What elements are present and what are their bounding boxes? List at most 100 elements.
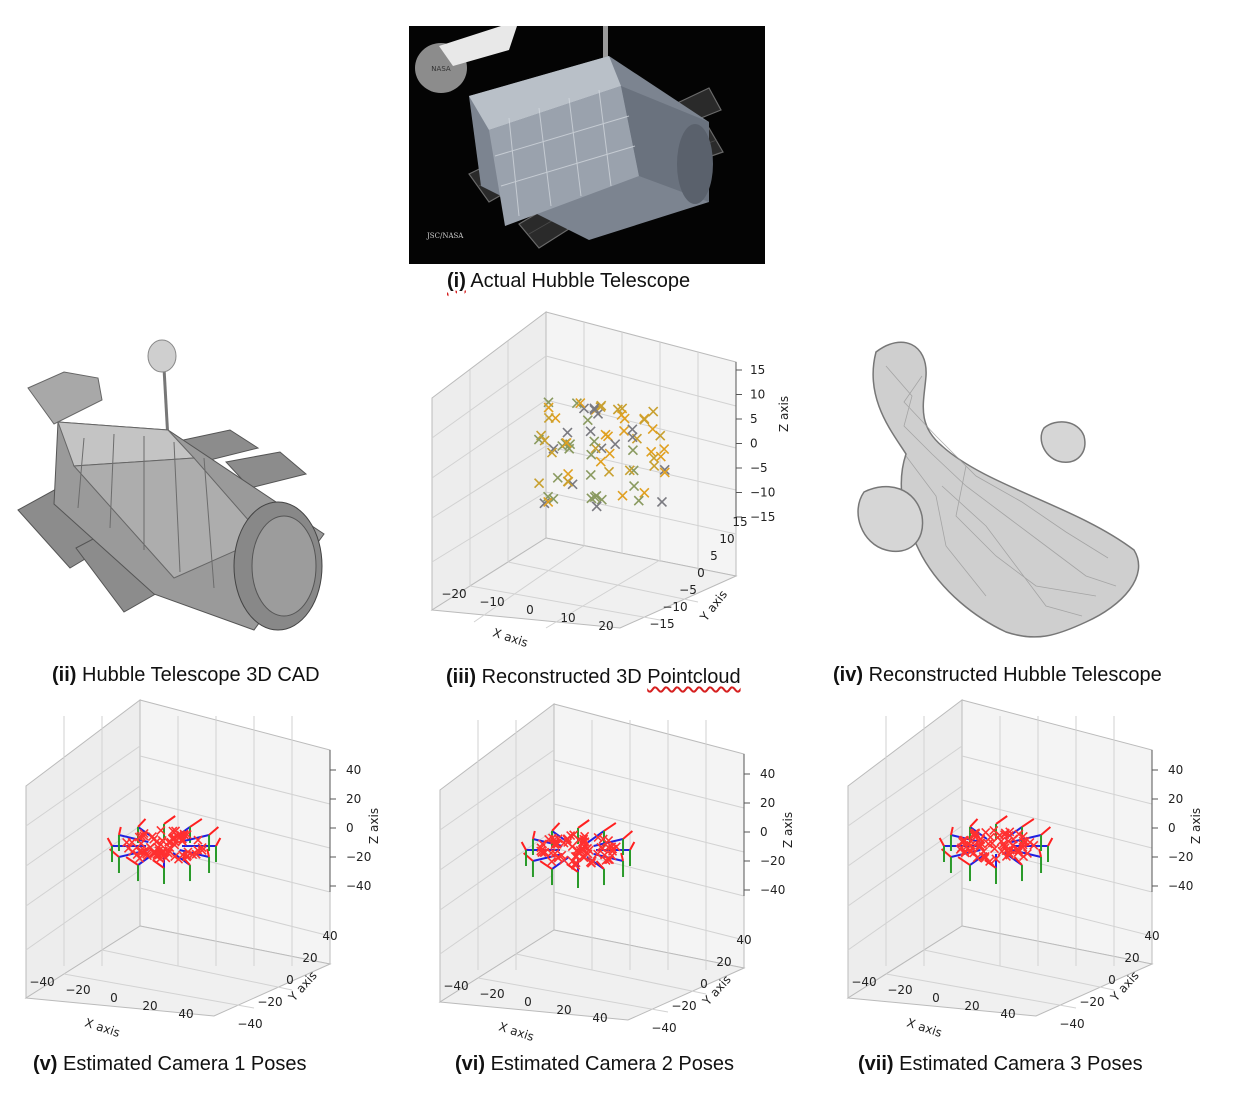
pc-ztick-label: 10 [750,388,765,402]
caption-iv: (iv) Reconstructed Hubble Telescope [833,664,1162,687]
pose-ztick-label: −20 [346,850,371,864]
pose-point [559,855,569,865]
pose-point [995,830,1005,840]
pose-xtick-label: 40 [178,1007,193,1021]
caption-v-text: Estimated Camera 1 Poses [63,1053,307,1075]
pose-point [989,844,1000,854]
pc-xtick-label: −20 [441,587,466,601]
caption-vi-num: (vi) [455,1053,485,1075]
camera-pose [182,837,222,862]
pc-ztick-label: −5 [750,461,768,475]
pointcloud-point [627,445,638,456]
pose-zlabel: Z axis [1189,808,1203,844]
pointcloud-point [585,469,596,480]
pointcloud-point [592,408,604,419]
pose-xlabel: X axis [497,1020,536,1044]
pose-xtick-label: −20 [479,987,504,1001]
pointcloud-point [659,464,670,475]
pointcloud-point [585,426,596,437]
pose-xtick-label: 40 [592,1011,607,1025]
pose-points [536,830,621,870]
badge-text: NASA [431,65,451,73]
pc-ztick-label: 0 [750,437,758,451]
pose-points [122,825,207,864]
pose-point [135,853,145,863]
pose-xtick-label: 40 [1000,1007,1015,1021]
pose-point [991,854,1001,864]
pose-point [1005,845,1015,855]
pose-point [969,831,979,841]
caption-ii-text: Hubble Telescope 3D CAD [82,664,320,686]
pose-point [604,835,614,846]
pointcloud-points [533,397,670,512]
caption-v-num: (v) [33,1053,58,1075]
pc-ytick-label: 10 [719,532,734,546]
pose-xlabel: X axis [83,1016,122,1040]
pose-point [127,846,138,857]
camera1-chart: 40 20 0 −20 −40 Z axis −40 −20 0 20 40 X axis 40 20 0−… [14,696,394,1048]
pose-point [550,848,560,858]
pose-point [571,860,581,870]
pose-point [135,846,145,856]
pose-ytick-label: 40 [736,933,751,947]
pointcloud-point [561,437,572,448]
pose-point [1014,829,1024,839]
pointcloud-point [610,439,621,450]
pointcloud-point [589,436,600,447]
pointcloud-point [565,439,576,450]
pose-ztick-label: −40 [346,879,371,893]
hubble-photo: NASA JSC/NASA [409,26,765,264]
pc-ytick-label: 0 [697,566,705,580]
pointcloud-point [619,413,630,424]
pose-point [170,852,180,862]
pointcloud-point [659,467,670,478]
pose-point [151,837,161,847]
pose-point [142,851,153,861]
pose-point [578,837,588,847]
pose-point [1014,845,1024,855]
pose-point [593,832,603,842]
pose-point [1018,842,1028,852]
pc-ytick-label: −15 [649,617,674,631]
pointcloud-point [534,478,545,489]
pose-ytick-label: 40 [1144,929,1159,943]
pose-ytick-label: 0 [286,973,294,987]
pointcloud-point [628,465,639,476]
caption-vii: (vii) Estimated Camera 3 Poses [858,1053,1143,1076]
caption-vi: (vi) Estimated Camera 2 Poses [455,1053,734,1076]
pose-point [966,840,976,850]
pointcloud-point [603,466,615,477]
pose-xtick-label: −40 [851,975,876,989]
pose-point [553,834,563,844]
pointcloud-point [656,496,668,508]
pose-ztick-label: 40 [1168,763,1183,777]
pointcloud-point [578,403,590,414]
pointcloud-point [591,501,602,512]
pose-xtick-label: 0 [110,991,118,1005]
pointcloud-point [586,449,597,460]
pose-point [553,853,563,863]
pointcloud-point [648,406,659,417]
pose-ytick-label: −20 [257,995,282,1009]
pose-point [604,855,615,865]
pose-point [152,849,162,860]
pose-point [966,836,976,846]
pc-ztick-label: −10 [750,486,775,500]
caption-iii: (iii) Reconstructed 3D Pointcloud [446,666,741,689]
pointcloud-point [582,415,593,426]
pose-point [136,831,146,841]
pose-zlabel: Z axis [781,812,795,848]
pose-point [975,840,985,850]
pc-ytick-label: 5 [710,549,718,563]
pose-ztick-label: 0 [1168,821,1176,835]
pose-xtick-label: −20 [65,983,90,997]
reconstructed-mesh [846,336,1146,646]
pc-zlabel: Z axis [777,396,791,432]
caption-vi-text: Estimated Camera 2 Poses [490,1053,734,1075]
pointcloud-point [571,398,582,409]
pointcloud-gridlines [431,322,737,629]
pointcloud-point [646,446,657,457]
pose-point [559,838,569,848]
pointcloud-point [655,451,666,462]
